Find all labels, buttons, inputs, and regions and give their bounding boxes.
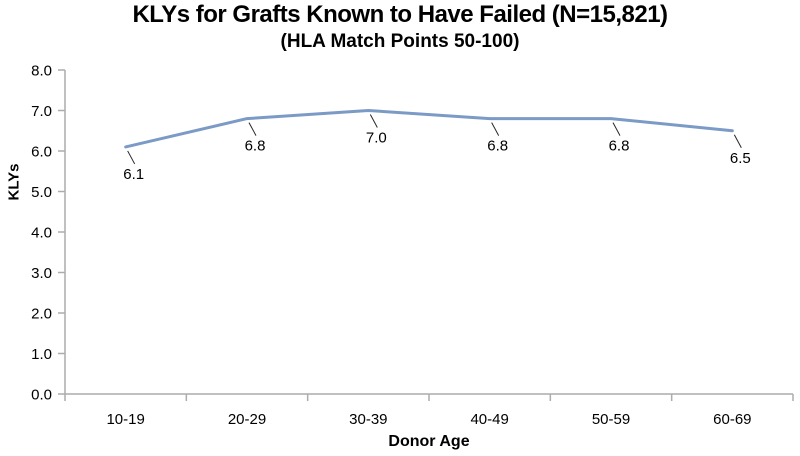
data-label: 6.1: [123, 166, 144, 183]
data-label: 7.0: [366, 130, 387, 147]
data-label-leader: [733, 134, 742, 148]
y-tick-label: 8.0: [31, 63, 52, 80]
data-label-leader: [369, 114, 378, 128]
data-label: 6.8: [245, 138, 266, 155]
data-label: 6.8: [487, 138, 508, 155]
x-tick-label: 40-49: [470, 411, 508, 428]
data-label: 6.5: [730, 150, 751, 167]
x-axis-title: Donor Age: [388, 433, 470, 450]
x-tick-label: 10-19: [106, 411, 144, 428]
y-tick-label: 4.0: [31, 225, 52, 242]
data-label: 6.8: [609, 138, 630, 155]
y-tick-label: 2.0: [31, 306, 52, 323]
chart-title: KLYs for Grafts Known to Have Failed (N=…: [132, 1, 668, 28]
data-label-leader: [248, 122, 257, 136]
series-line: [124, 109, 734, 149]
x-tick-label: 60-69: [713, 411, 751, 428]
x-tick-label: 20-29: [228, 411, 266, 428]
x-tick-label: 50-59: [592, 411, 630, 428]
y-tick-label: 3.0: [31, 265, 52, 282]
y-tick-label: 0.0: [31, 387, 52, 404]
chart-subtitle: (HLA Match Points 50-100): [280, 31, 520, 52]
data-label-leader: [491, 122, 500, 136]
data-label-leader: [127, 150, 136, 165]
data-label-leader: [612, 122, 621, 136]
y-tick-label: 1.0: [31, 346, 52, 363]
y-tick-label: 7.0: [31, 103, 52, 120]
x-tick-label: 30-39: [349, 411, 387, 428]
y-tick-label: 5.0: [31, 184, 52, 201]
y-tick-label: 6.0: [31, 144, 52, 161]
